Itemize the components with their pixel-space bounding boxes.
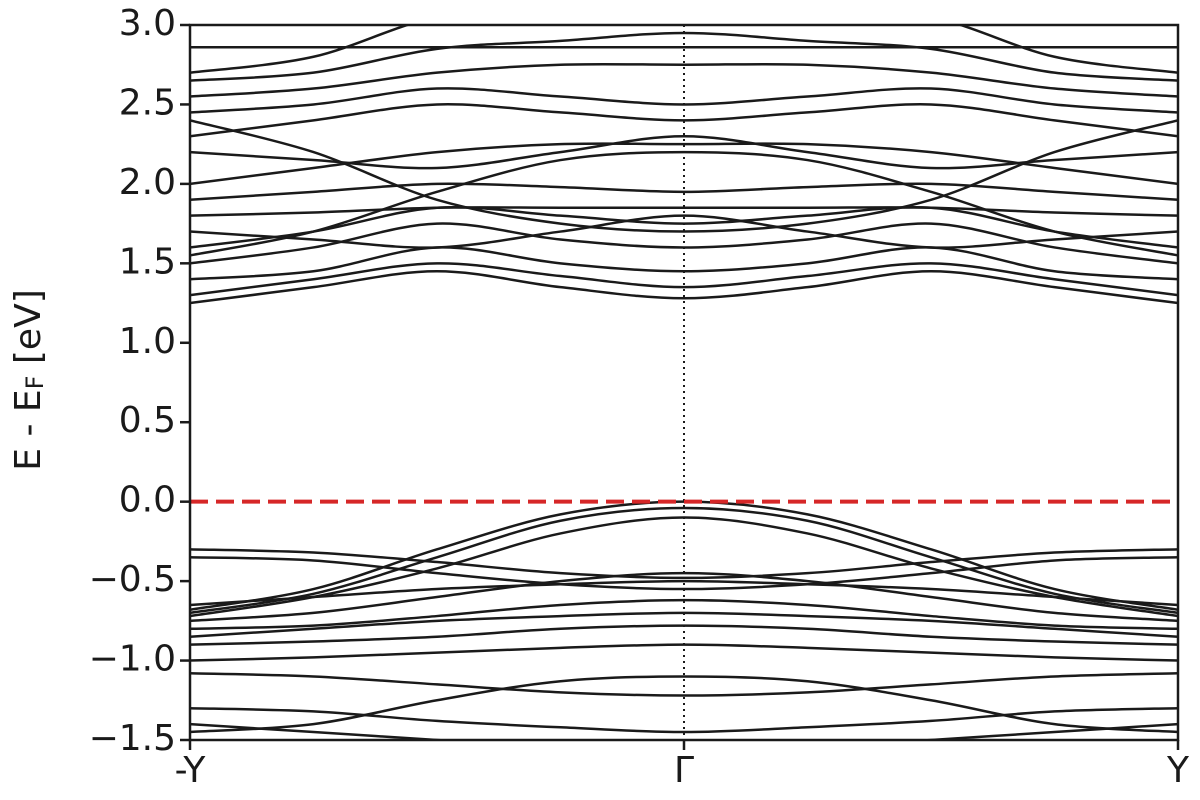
y-tick-label: 2.5	[119, 82, 176, 123]
y-tick-label: 0.0	[119, 480, 176, 521]
band-line	[190, 62, 1178, 98]
y-tick-label: −1.5	[89, 718, 176, 759]
y-tick-label: 1.5	[119, 241, 176, 282]
x-tick-label: -Y	[175, 750, 207, 791]
band-line	[190, 119, 1178, 233]
band-line	[190, 182, 1178, 202]
band-line	[190, 611, 1178, 638]
plot-area	[190, 25, 1178, 740]
y-tick-label: 2.0	[119, 162, 176, 203]
y-tick-label: 1.0	[119, 321, 176, 362]
band-line	[190, 214, 1178, 249]
band-line	[190, 598, 1178, 631]
band-line	[190, 270, 1178, 305]
band-line	[190, 506, 1178, 615]
band-line	[190, 624, 1178, 646]
band-line	[190, 150, 1178, 257]
y-tick-label: −1.0	[89, 639, 176, 680]
x-tick-label: Y	[1166, 750, 1190, 791]
band-line	[190, 643, 1178, 662]
band-line	[190, 675, 1178, 734]
band-line	[190, 262, 1178, 297]
band-line	[190, 134, 1178, 170]
y-tick-label: 0.5	[119, 400, 176, 441]
band-line	[190, 706, 1178, 734]
band-line	[190, 25, 1178, 74]
band-line	[190, 571, 1178, 623]
y-tick-label: 3.0	[119, 3, 176, 44]
x-tick-label: Γ	[674, 750, 694, 791]
band-line	[190, 206, 1178, 217]
band-line	[190, 579, 1178, 607]
y-axis-label: E - EF [eV]	[8, 289, 49, 471]
y-label-sub: F	[21, 376, 49, 390]
band-line	[190, 103, 1178, 138]
y-label-unit: [eV]	[8, 289, 49, 375]
y-label-main: E - E	[8, 389, 49, 470]
y-tick-label: −0.5	[89, 559, 176, 600]
band-line	[190, 672, 1178, 697]
band-line	[190, 722, 1178, 740]
